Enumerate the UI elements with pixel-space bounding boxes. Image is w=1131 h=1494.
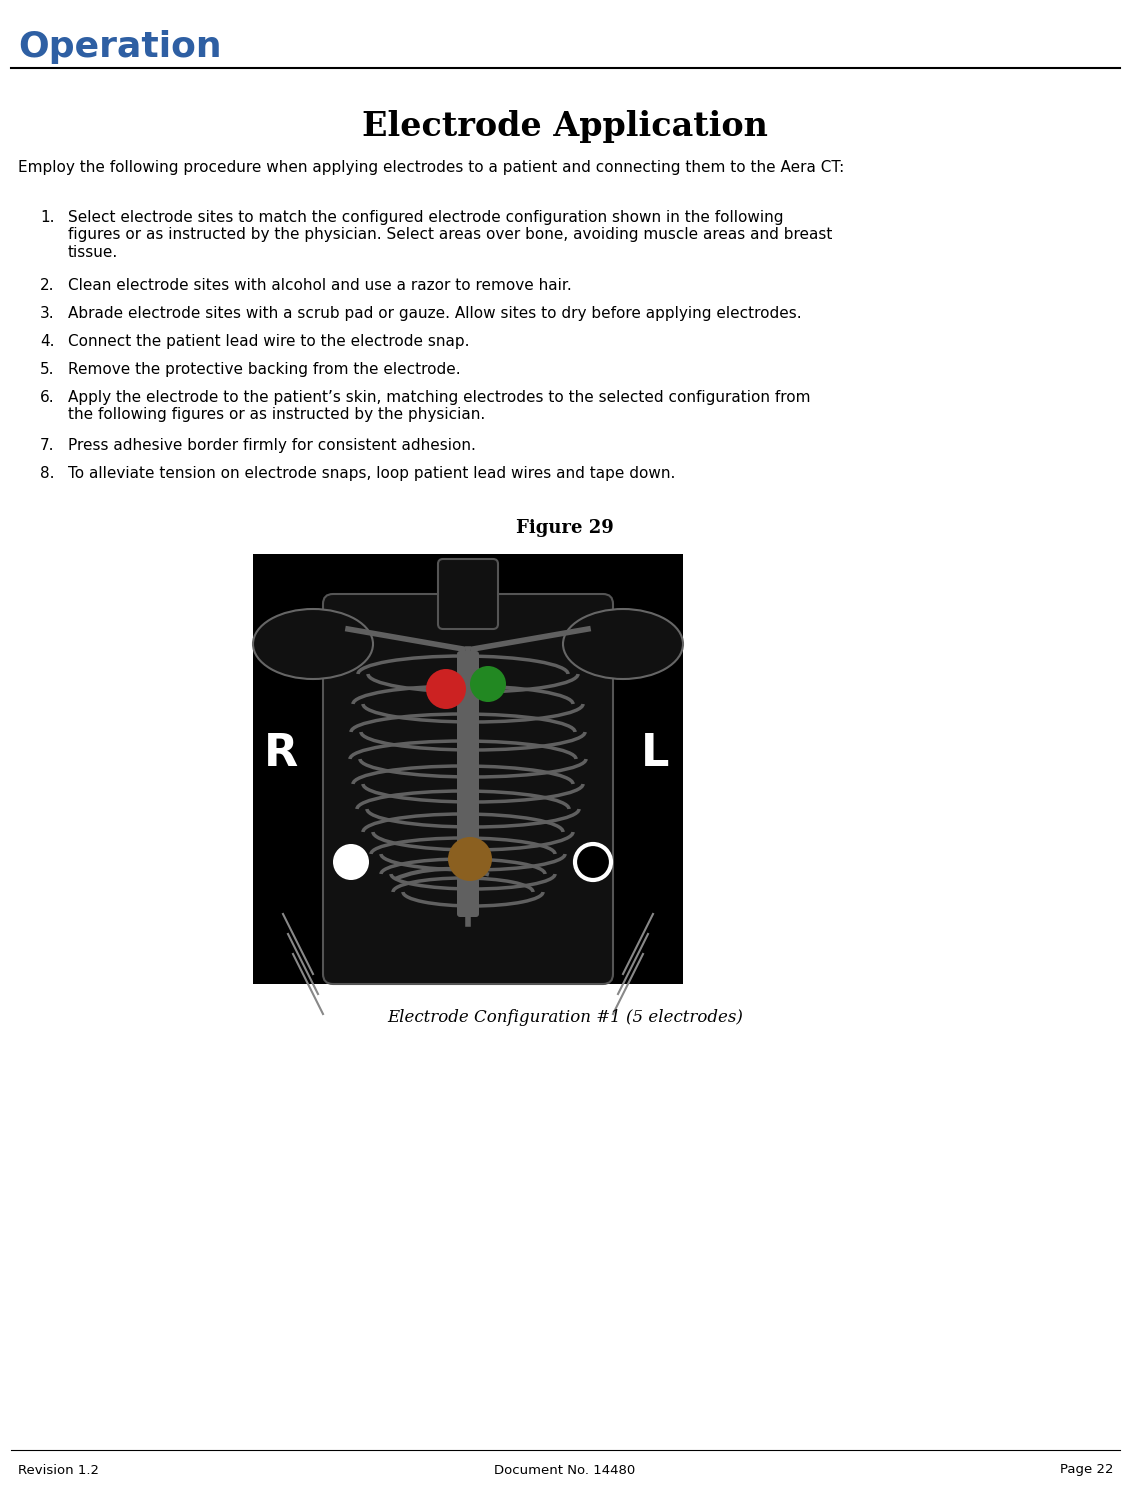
- Text: 8.: 8.: [40, 466, 54, 481]
- Text: Remove the protective backing from the electrode.: Remove the protective backing from the e…: [68, 362, 460, 376]
- Text: L: L: [641, 732, 670, 775]
- Text: Select electrode sites to match the configured electrode configuration shown in : Select electrode sites to match the conf…: [68, 211, 832, 260]
- Text: Document No. 14480: Document No. 14480: [494, 1464, 636, 1476]
- Text: Revision 1.2: Revision 1.2: [18, 1464, 100, 1476]
- Text: 7.: 7.: [40, 438, 54, 453]
- FancyBboxPatch shape: [438, 559, 498, 629]
- Ellipse shape: [563, 610, 683, 678]
- Text: Electrode Application: Electrode Application: [362, 111, 768, 143]
- Text: Apply the electrode to the patient’s skin, matching electrodes to the selected c: Apply the electrode to the patient’s ski…: [68, 390, 811, 423]
- Text: Electrode Configuration #1 (5 electrodes): Electrode Configuration #1 (5 electrodes…: [387, 1008, 743, 1026]
- Text: 1.: 1.: [40, 211, 54, 226]
- Circle shape: [448, 837, 492, 881]
- Text: R: R: [264, 732, 299, 775]
- Text: Press adhesive border firmly for consistent adhesion.: Press adhesive border firmly for consist…: [68, 438, 476, 453]
- Text: 6.: 6.: [40, 390, 54, 405]
- Text: 5.: 5.: [40, 362, 54, 376]
- Text: 2.: 2.: [40, 278, 54, 293]
- Circle shape: [426, 669, 466, 710]
- Ellipse shape: [253, 610, 373, 678]
- Circle shape: [333, 844, 369, 880]
- FancyBboxPatch shape: [457, 651, 480, 917]
- Text: 3.: 3.: [40, 306, 54, 321]
- Text: To alleviate tension on electrode snaps, loop patient lead wires and tape down.: To alleviate tension on electrode snaps,…: [68, 466, 675, 481]
- Text: 4.: 4.: [40, 335, 54, 350]
- Text: Employ the following procedure when applying electrodes to a patient and connect: Employ the following procedure when appl…: [18, 160, 844, 175]
- Text: Figure 29: Figure 29: [516, 518, 614, 536]
- Text: Operation: Operation: [18, 30, 222, 64]
- Text: Abrade electrode sites with a scrub pad or gauze. Allow sites to dry before appl: Abrade electrode sites with a scrub pad …: [68, 306, 802, 321]
- FancyBboxPatch shape: [323, 595, 613, 985]
- Circle shape: [575, 844, 611, 880]
- Circle shape: [470, 666, 506, 702]
- Text: Connect the patient lead wire to the electrode snap.: Connect the patient lead wire to the ele…: [68, 335, 469, 350]
- Text: Page 22: Page 22: [1060, 1464, 1113, 1476]
- Bar: [253, 554, 683, 985]
- Text: Clean electrode sites with alcohol and use a razor to remove hair.: Clean electrode sites with alcohol and u…: [68, 278, 572, 293]
